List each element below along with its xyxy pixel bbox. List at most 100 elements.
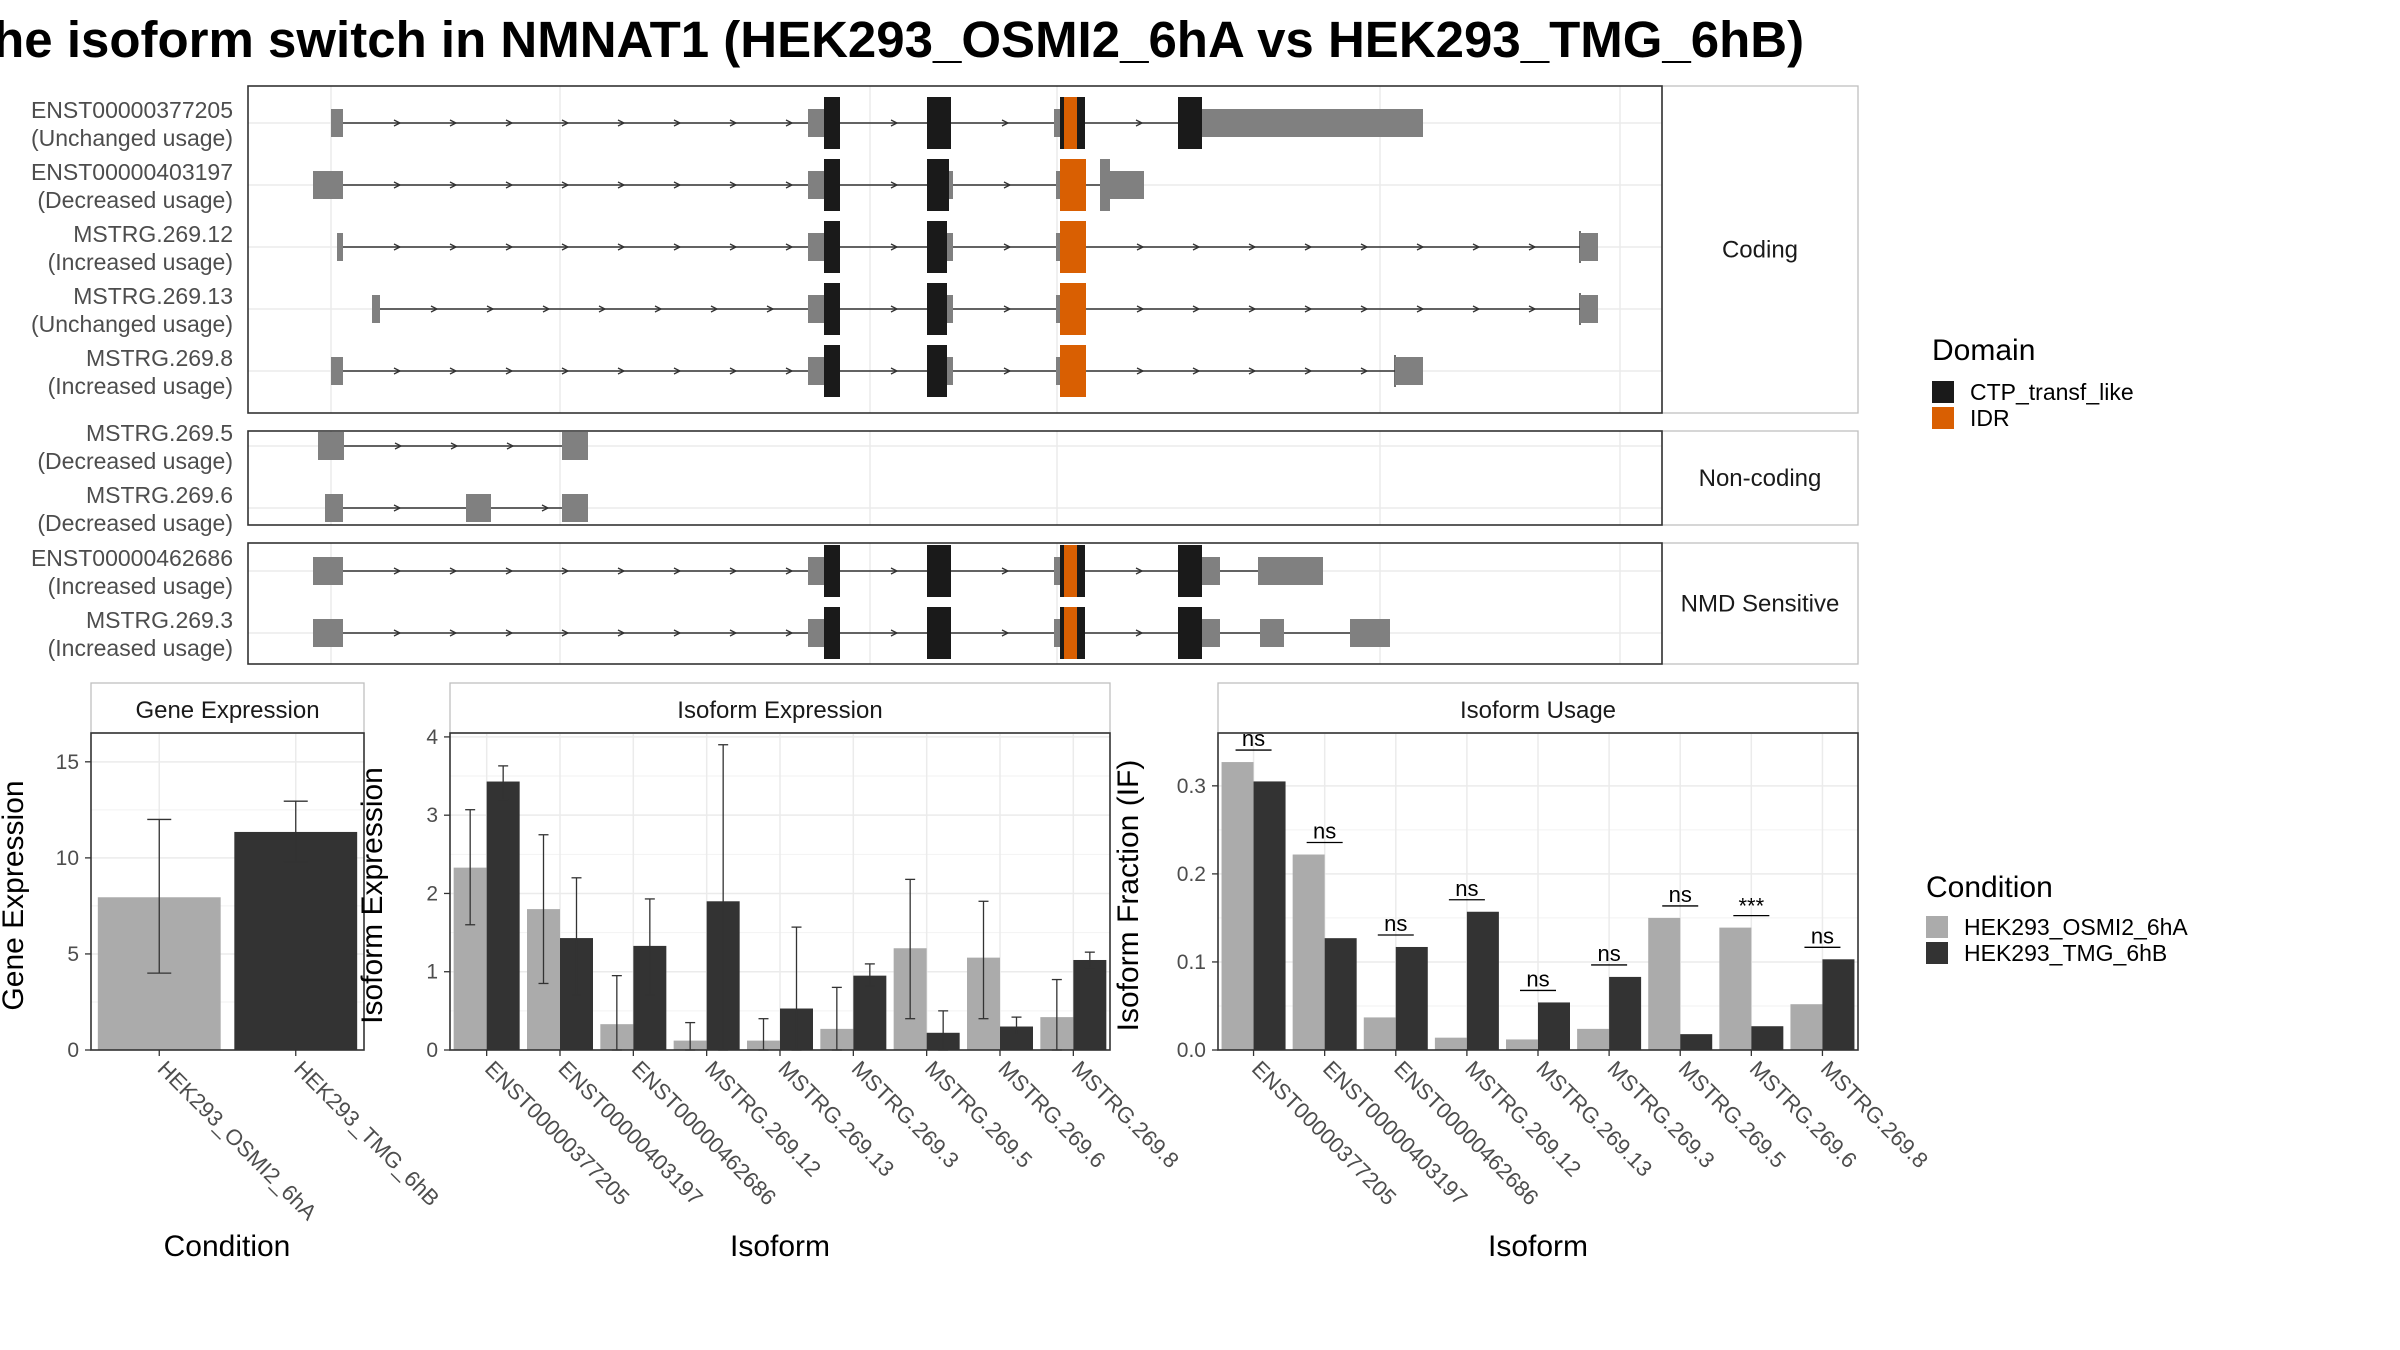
strand-arrow <box>785 629 794 637</box>
strand-arrow <box>890 367 899 375</box>
bar <box>1609 976 1642 1050</box>
strand-arrow <box>394 442 403 450</box>
panel-strip <box>1217 682 1859 734</box>
strand-arrow <box>785 119 794 127</box>
significance-label: *** <box>1738 894 1764 919</box>
strand-arrow <box>1304 367 1313 375</box>
panel-border <box>247 542 1663 665</box>
strand-arrow <box>1135 629 1144 637</box>
y-tick-label: 0.2 <box>1177 863 1206 886</box>
condition-legend-key <box>1926 942 1948 964</box>
strand-arrow <box>505 629 514 637</box>
utr-exon <box>325 494 343 522</box>
x-tick-label: ENST00000377205 <box>480 1056 634 1210</box>
panel-border <box>90 732 365 1051</box>
y-tick-label: 1 <box>426 961 438 984</box>
strand-arrow <box>890 119 899 127</box>
cds-exon <box>824 159 840 211</box>
domain-legend-label: CTP_transf_like <box>1970 379 2134 405</box>
strand-arrow <box>561 629 570 637</box>
strand-arrow <box>617 567 626 575</box>
y-tick-label: 0.1 <box>1177 951 1206 974</box>
cds-exon <box>824 345 840 397</box>
y-tick-label: 4 <box>426 726 438 749</box>
idr-domain <box>1064 97 1077 149</box>
panel-strip <box>90 682 365 734</box>
strand-arrow <box>1360 243 1369 251</box>
strand-arrow <box>449 367 458 375</box>
strand-arrow <box>561 367 570 375</box>
bar <box>1506 1039 1538 1050</box>
strand-arrow <box>505 119 514 127</box>
strand-arrow <box>1003 181 1012 189</box>
strand-arrow <box>449 119 458 127</box>
strand-arrow <box>1192 243 1201 251</box>
bar-panels: Gene Expression051015HEK293_OSMI2_6hAHEK… <box>0 682 1933 1263</box>
bar <box>1221 762 1254 1050</box>
utr-exon <box>1202 619 1220 647</box>
cds-exon <box>927 283 947 335</box>
significance-label: ns <box>1526 966 1549 991</box>
transcript-MSTRG.269.3 <box>313 607 1390 659</box>
bar <box>1680 1034 1713 1050</box>
strand-arrow <box>729 629 738 637</box>
strand-arrow <box>617 367 626 375</box>
strip-box <box>1661 542 1859 665</box>
strand-arrow <box>449 181 458 189</box>
significance-label: ns <box>1384 911 1407 936</box>
transcript-id: MSTRG.269.8 <box>86 345 233 371</box>
utr-exon <box>313 619 343 647</box>
strand-arrow <box>729 119 738 127</box>
strand-arrow <box>617 181 626 189</box>
utr-exon <box>562 494 588 522</box>
bar <box>234 831 358 1050</box>
y-axis-label: Isoform Expression <box>356 767 389 1024</box>
strand-arrow <box>1003 243 1012 251</box>
strand-arrow <box>1136 367 1145 375</box>
significance-label: ns <box>1811 923 1834 948</box>
strand-arrow <box>561 567 570 575</box>
strand-arrow <box>890 567 899 575</box>
strand-arrow <box>1248 367 1257 375</box>
strand-arrow <box>729 243 738 251</box>
y-tick-label: 3 <box>426 804 438 827</box>
strand-arrow <box>1136 305 1145 313</box>
utr-exon <box>808 557 824 585</box>
utr-exon <box>372 295 380 323</box>
utr-exon <box>1056 233 1060 261</box>
strand-arrow <box>598 305 607 313</box>
bar <box>1719 927 1752 1050</box>
utr-exon <box>1054 557 1060 585</box>
x-axis-label: Isoform <box>730 1230 830 1263</box>
x-tick-label: HEK293_TMG_6hB <box>289 1056 444 1211</box>
strand-arrow <box>1001 629 1010 637</box>
significance-label: ns <box>1313 819 1336 844</box>
strand-arrow <box>1528 305 1537 313</box>
y-tick-label: 15 <box>56 751 79 774</box>
strand-arrow <box>673 567 682 575</box>
utr-exon <box>331 109 343 137</box>
utr-exon <box>808 171 824 199</box>
strand-arrow <box>890 305 899 313</box>
x-axis-label: Condition <box>164 1230 291 1263</box>
strand-arrow <box>1304 305 1313 313</box>
significance-label: ns <box>1455 876 1478 901</box>
strand-arrow <box>785 181 794 189</box>
bar <box>1822 959 1855 1050</box>
bar <box>1466 911 1499 1050</box>
panel-strip <box>449 682 1111 734</box>
strand-arrow <box>1192 305 1201 313</box>
strand-arrow <box>673 243 682 251</box>
utr-exon <box>947 295 953 323</box>
y-tick-label: 0 <box>67 1039 79 1062</box>
transcript-MSTRG.269.13 <box>372 283 1598 335</box>
strand-arrow <box>449 567 458 575</box>
y-axis-label: Isoform Fraction (IF) <box>1112 760 1145 1032</box>
strand-arrow <box>729 567 738 575</box>
idr-domain <box>1060 221 1086 273</box>
utr-exon <box>318 432 344 460</box>
panel-border <box>1217 732 1859 1051</box>
